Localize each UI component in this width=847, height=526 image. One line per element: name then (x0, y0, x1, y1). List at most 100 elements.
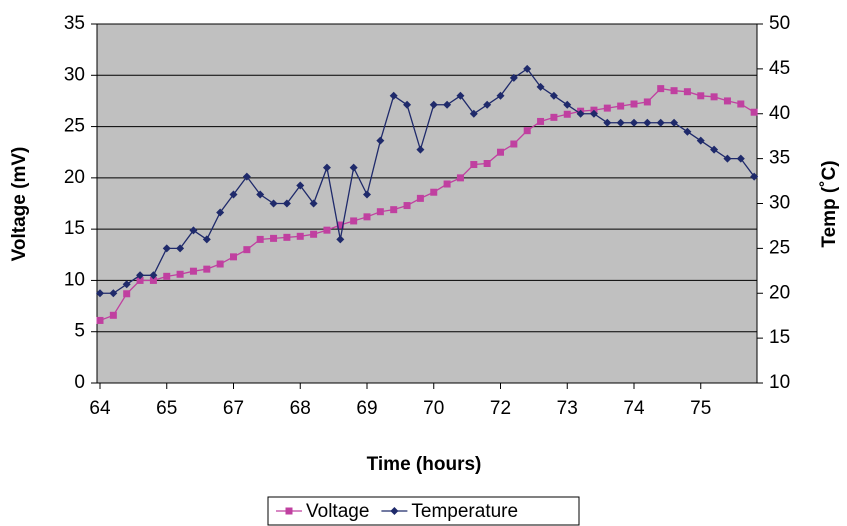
y-tick-label: 25 (64, 116, 85, 137)
marker (189, 267, 197, 275)
marker (549, 91, 558, 100)
marker (163, 272, 171, 280)
marker (322, 163, 331, 172)
marker (176, 244, 185, 253)
legend-label: Temperature (411, 501, 518, 522)
y2-tick-label: 35 (769, 148, 790, 169)
marker (282, 199, 291, 208)
x-tick-label: 70 (423, 398, 444, 419)
marker (656, 118, 665, 127)
marker (323, 226, 331, 234)
y-tick-label: 5 (74, 321, 85, 342)
y2-tick-label: 40 (769, 103, 790, 124)
marker (603, 104, 611, 112)
x-tick-label: 65 (156, 398, 177, 419)
marker (696, 136, 705, 145)
marker (710, 145, 719, 154)
marker (376, 208, 384, 216)
y2-tick-label: 50 (769, 13, 790, 34)
marker (469, 109, 478, 118)
marker (523, 127, 531, 135)
marker (643, 118, 652, 127)
marker (416, 145, 425, 154)
legend-label: Voltage (306, 501, 369, 522)
marker (350, 217, 358, 225)
marker (256, 190, 265, 199)
marker (122, 280, 131, 289)
marker (443, 100, 452, 109)
marker (229, 190, 238, 199)
marker (697, 92, 705, 100)
y-tick-label: 30 (64, 64, 85, 85)
marker (670, 118, 679, 127)
marker (643, 98, 651, 106)
y2-tick-label: 45 (769, 58, 790, 79)
marker (630, 100, 638, 108)
x-axis-title: Time (hours) (367, 454, 482, 475)
y2-axis-title: Temp (˚C) (819, 160, 840, 247)
marker (589, 109, 598, 118)
marker (176, 270, 184, 278)
marker (242, 172, 251, 181)
marker (349, 163, 358, 172)
marker (309, 199, 318, 208)
marker (123, 290, 131, 298)
marker (296, 181, 305, 190)
y-tick-label: 10 (64, 269, 85, 290)
marker (509, 73, 518, 82)
marker (285, 507, 293, 515)
marker (750, 172, 759, 181)
marker (390, 507, 399, 515)
marker (336, 235, 345, 244)
marker (550, 113, 558, 121)
marker (670, 87, 678, 95)
marker (563, 110, 571, 118)
marker (283, 233, 291, 241)
marker (483, 100, 492, 109)
marker (243, 246, 251, 254)
marker (616, 118, 625, 127)
x-tick-label: 73 (557, 398, 578, 419)
marker (496, 91, 505, 100)
marker (683, 127, 692, 136)
marker (389, 91, 398, 100)
marker (390, 206, 398, 214)
marker (230, 253, 237, 261)
marker (657, 85, 665, 93)
x-tick-label: 74 (623, 398, 645, 419)
marker (149, 276, 157, 284)
marker (456, 174, 464, 182)
marker (96, 289, 104, 298)
marker (429, 100, 438, 109)
marker (483, 159, 491, 167)
marker (269, 199, 278, 208)
marker (310, 230, 318, 238)
marker (737, 100, 745, 108)
marker (162, 244, 171, 253)
x-tick-label: 68 (290, 398, 311, 419)
marker (109, 311, 117, 319)
y2-tick-label: 20 (769, 282, 790, 303)
y2-tick-label: 10 (769, 372, 790, 393)
x-tick-label: 72 (490, 398, 511, 419)
marker (189, 226, 198, 235)
y2-tick-label: 30 (769, 193, 790, 214)
marker (630, 118, 638, 127)
marker (523, 64, 532, 73)
marker (470, 161, 478, 169)
marker (363, 213, 371, 221)
marker (497, 148, 504, 156)
marker (710, 93, 718, 101)
plot-area (96, 23, 758, 384)
y-tick-label: 0 (74, 372, 85, 393)
marker (216, 260, 224, 268)
marker (456, 91, 465, 100)
marker (203, 265, 211, 273)
y-tick-label: 35 (64, 13, 85, 34)
marker (723, 97, 731, 105)
marker (136, 276, 144, 284)
marker (109, 289, 118, 298)
marker (617, 102, 625, 110)
marker (750, 108, 758, 116)
